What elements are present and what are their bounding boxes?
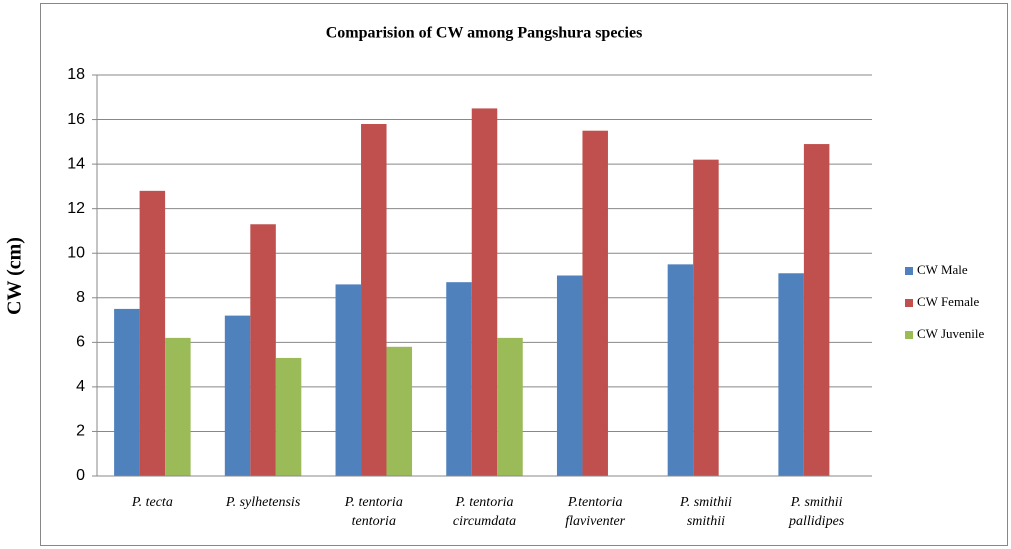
chart-title: Comparision of CW among Pangshura specie… bbox=[326, 25, 643, 42]
y-tick-label: 6 bbox=[76, 334, 85, 351]
y-tick-label: 2 bbox=[76, 423, 85, 440]
bar bbox=[386, 346, 413, 476]
bar bbox=[114, 308, 140, 476]
bar bbox=[778, 273, 804, 476]
x-tick-label: P.tentoria flaviventer bbox=[565, 495, 625, 529]
legend-label: CW Female bbox=[917, 294, 979, 309]
x-tick-label-line: P. tecta bbox=[131, 495, 173, 510]
legend-label: CW Male bbox=[917, 262, 968, 277]
bar bbox=[556, 275, 583, 476]
x-tick-label-line: smithii bbox=[687, 514, 725, 529]
y-tick-label: 4 bbox=[76, 378, 85, 395]
bar bbox=[250, 224, 276, 476]
bar bbox=[139, 190, 166, 476]
x-tick-label: P. smithii pallidipes bbox=[788, 495, 845, 529]
x-tick-label: P. sylhetensis bbox=[225, 495, 301, 510]
legend-label: CW Juvenile bbox=[917, 326, 985, 341]
x-tick-label: P. tecta bbox=[131, 495, 173, 510]
y-tick-label: 12 bbox=[67, 200, 85, 217]
y-tick-label: 18 bbox=[67, 66, 85, 83]
legend-swatch bbox=[905, 331, 913, 339]
x-tick-label-line: flaviventer bbox=[565, 514, 625, 529]
bar bbox=[803, 144, 830, 477]
bar bbox=[335, 284, 362, 476]
bar bbox=[224, 315, 251, 476]
x-tick-label-line: P. tentoria bbox=[454, 495, 513, 510]
bar bbox=[471, 108, 498, 477]
bar bbox=[582, 130, 608, 476]
x-tick-label-line: P.tentoria bbox=[567, 495, 623, 510]
y-tick-label: 14 bbox=[67, 155, 85, 172]
bar bbox=[667, 264, 694, 476]
y-axis-label: CW (cm) bbox=[4, 237, 26, 315]
y-tick-label: 8 bbox=[76, 289, 85, 306]
x-tick-label-line: tentoria bbox=[352, 514, 396, 529]
x-tick-label-line: P. sylhetensis bbox=[225, 495, 301, 510]
legend-swatch bbox=[905, 267, 913, 275]
bar bbox=[165, 337, 191, 476]
x-tick-label-line: P. tentoria bbox=[344, 495, 403, 510]
legend-swatch bbox=[905, 299, 913, 307]
chart-border bbox=[40, 3, 1008, 546]
bar bbox=[361, 124, 387, 476]
x-tick-label-line: circumdata bbox=[453, 514, 516, 529]
y-tick-label: 0 bbox=[76, 467, 85, 484]
bar bbox=[497, 337, 523, 476]
bar bbox=[275, 357, 302, 476]
bar bbox=[693, 159, 719, 476]
x-tick-label-line: pallidipes bbox=[788, 514, 845, 529]
x-tick-label: P. smithii smithii bbox=[679, 495, 732, 529]
x-tick-label: P. tentoria circumdata bbox=[453, 495, 516, 529]
y-tick-label: 10 bbox=[67, 244, 85, 261]
x-tick-label-line: P. smithii bbox=[790, 495, 843, 510]
y-tick-label: 16 bbox=[67, 111, 85, 128]
bar bbox=[446, 282, 472, 476]
x-tick-label: P. tentoria tentoria bbox=[344, 495, 403, 529]
x-tick-label-line: P. smithii bbox=[679, 495, 732, 510]
